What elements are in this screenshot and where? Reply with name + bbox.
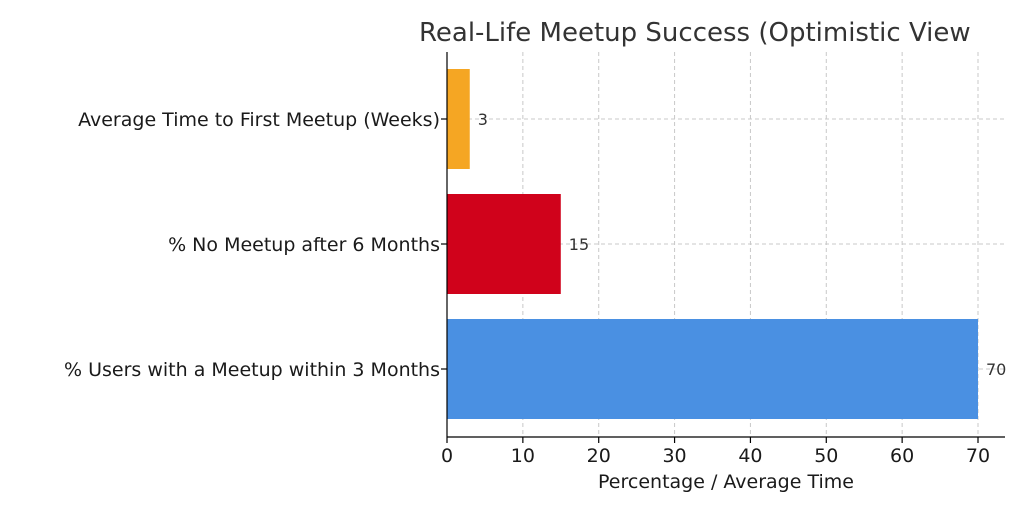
- x-tick-label: 60: [890, 445, 914, 467]
- category-label: Average Time to First Meetup (Weeks): [78, 109, 440, 131]
- x-axis-label: Percentage / Average Time: [598, 471, 854, 493]
- bars: [447, 69, 978, 419]
- chart-title: Real-Life Meetup Success (Optimistic Vie…: [419, 18, 971, 48]
- axes: [441, 52, 1005, 443]
- x-tick-label: 40: [738, 445, 762, 467]
- data-label: 70: [986, 360, 1006, 379]
- labels: 0 10 20 30 40 50 60 70 % Users with a Meetup wit…: [64, 109, 1006, 467]
- x-tick-label: 70: [966, 445, 990, 467]
- x-tick-label: 30: [662, 445, 686, 467]
- bar: [447, 194, 561, 294]
- x-tick-label: 50: [814, 445, 838, 467]
- category-label: % No Meetup after 6 Months: [168, 234, 440, 256]
- x-tick-label: 10: [511, 445, 535, 467]
- bar: [447, 319, 978, 419]
- data-label: 3: [478, 110, 488, 129]
- bar: [447, 69, 470, 169]
- category-label: % Users with a Meetup within 3 Months: [64, 359, 440, 381]
- data-label: 15: [569, 235, 589, 254]
- x-tick-label: 20: [587, 445, 611, 467]
- x-tick-label: 0: [441, 445, 453, 467]
